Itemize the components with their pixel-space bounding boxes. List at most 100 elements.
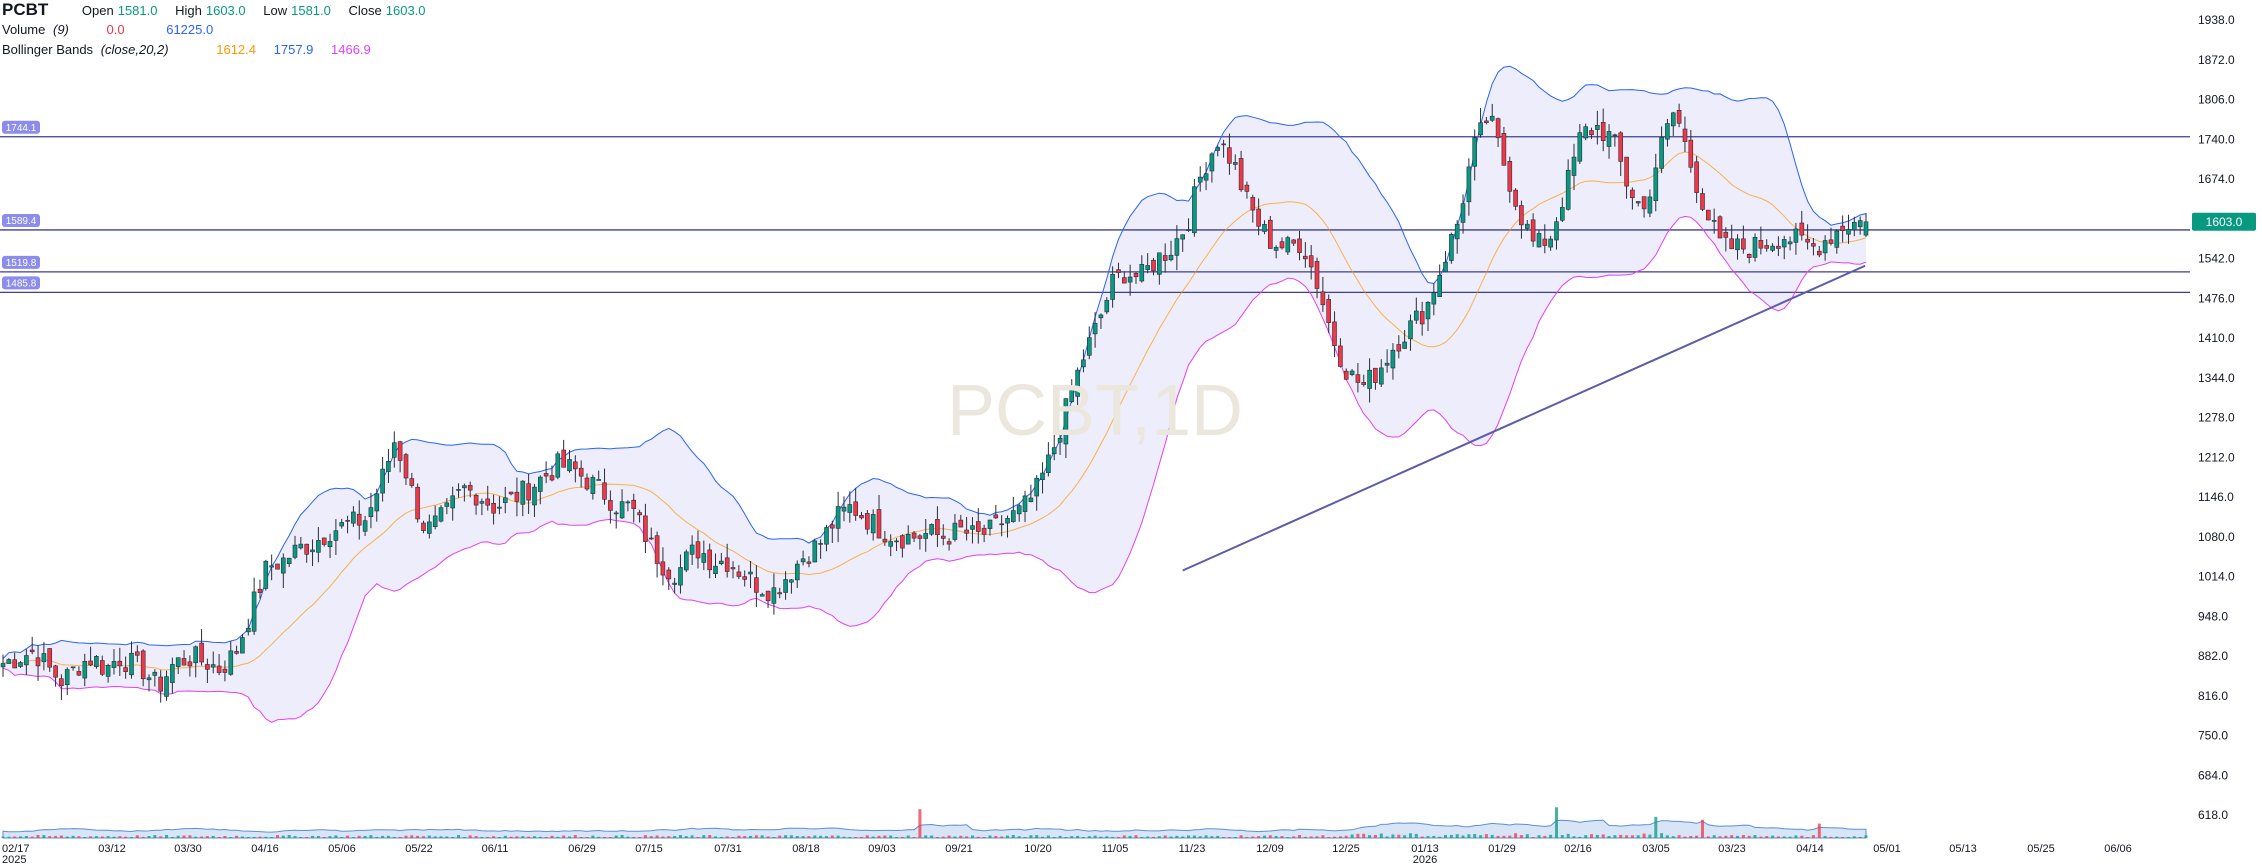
candle-body <box>993 514 999 519</box>
candle-body <box>1618 132 1623 162</box>
volume-bar <box>1601 834 1605 838</box>
candle-body <box>1285 237 1291 253</box>
volume-bar <box>1298 835 1301 838</box>
candle-body <box>269 565 274 568</box>
volume-bar <box>153 835 157 838</box>
volume-bar <box>1455 834 1459 838</box>
volume-bar <box>935 837 939 838</box>
volume-bar <box>1245 837 1249 838</box>
candle-body <box>286 557 292 565</box>
volume-bar <box>1058 835 1062 838</box>
candle-body <box>1256 208 1261 227</box>
low-label: Low <box>263 3 288 18</box>
hline-label-bg-1 <box>2 213 40 227</box>
volume-bar <box>159 836 163 838</box>
x-tick-label: 05/01 <box>1873 843 1901 855</box>
volume-bar <box>1747 835 1751 838</box>
volume-bar <box>1222 837 1226 838</box>
time-axis[interactable] <box>0 840 2262 865</box>
candle-body <box>1525 223 1530 229</box>
open-value: 1581.0 <box>117 3 158 18</box>
volume-bar <box>1817 823 1821 838</box>
candle-body <box>1671 112 1676 127</box>
volume-bar <box>947 835 951 838</box>
volume-bar <box>1000 836 1004 838</box>
candle-body <box>1268 219 1273 249</box>
candle-body <box>514 491 520 502</box>
candle-body <box>572 461 578 470</box>
volume-bar <box>1730 835 1734 838</box>
candle-body <box>29 649 35 653</box>
candle-body <box>888 541 894 547</box>
volume-bar <box>492 836 496 838</box>
volume-bar <box>1134 835 1138 838</box>
candle-body <box>1723 231 1729 238</box>
bollinger-upper-line[interactable] <box>2 65 1867 659</box>
volume-bar <box>1806 837 1810 838</box>
candle-body <box>812 540 818 563</box>
candle-body <box>18 662 23 667</box>
trend-line[interactable] <box>1182 264 1866 572</box>
volume-bar <box>276 835 279 838</box>
volume-bar <box>416 835 420 838</box>
volume-legend[interactable]: Volume (9) 0.0 61225.0 <box>2 22 227 37</box>
candle-body <box>1817 250 1822 256</box>
volume-bar <box>702 835 706 838</box>
candle-body <box>199 642 204 663</box>
volume-bar <box>223 836 227 838</box>
volume-bar <box>1619 834 1623 838</box>
candle-body <box>12 659 17 669</box>
volume-bar <box>813 835 817 838</box>
volume-bar <box>1473 834 1477 838</box>
volume-bar <box>118 836 122 838</box>
volume-bar <box>1531 837 1535 838</box>
candle-body <box>975 521 981 532</box>
volume-bar <box>614 835 618 838</box>
candle-body <box>923 533 929 539</box>
hline-label-bg-0 <box>2 120 40 134</box>
candle-body <box>748 571 753 575</box>
volume-bar <box>1350 834 1354 838</box>
volume-bar <box>246 837 250 838</box>
volume-bar <box>1081 837 1085 838</box>
candle-body <box>1326 299 1331 323</box>
x-tick-label: 02/16 <box>1564 843 1592 855</box>
candle-body <box>339 522 345 527</box>
candle-body <box>508 491 514 495</box>
bollinger-lower-line[interactable] <box>2 215 1867 723</box>
volume-bar <box>731 837 735 838</box>
price-axis[interactable] <box>2192 0 2262 865</box>
candle-body <box>1308 255 1314 268</box>
volume-bar <box>480 837 484 838</box>
volume-bar <box>211 835 215 838</box>
volume-bar <box>1537 835 1541 838</box>
volume-bar <box>112 836 116 838</box>
current-price-label: 1603.0 <box>2206 215 2243 229</box>
candle-body <box>532 486 537 506</box>
x-tick-label: 11/05 <box>1102 843 1129 855</box>
volume-bar <box>673 836 677 838</box>
volume-bar <box>299 837 303 838</box>
candle-body <box>479 501 485 504</box>
candle-body <box>1057 437 1063 443</box>
volume-bar <box>1409 833 1412 838</box>
volume-bar <box>1607 836 1611 838</box>
volume-bar <box>982 837 986 838</box>
x-tick-label: 03/23 <box>1718 843 1746 855</box>
bollinger-basis-line[interactable] <box>2 151 1867 671</box>
candle-body <box>251 591 257 632</box>
candle-body <box>911 532 917 539</box>
symbol-name[interactable]: PCBT <box>2 0 49 19</box>
candle-body <box>590 477 596 494</box>
candle-body <box>53 665 58 678</box>
bollinger-legend[interactable]: Bollinger Bands (close,20,2) 1612.4 1757… <box>2 42 385 57</box>
candle-body <box>1180 234 1185 240</box>
candle-body <box>940 535 946 539</box>
volume-bar <box>550 835 554 838</box>
candle-body <box>882 538 888 543</box>
candle-body <box>117 660 123 667</box>
volume-bar <box>1198 836 1202 838</box>
volume-bar <box>42 835 46 838</box>
